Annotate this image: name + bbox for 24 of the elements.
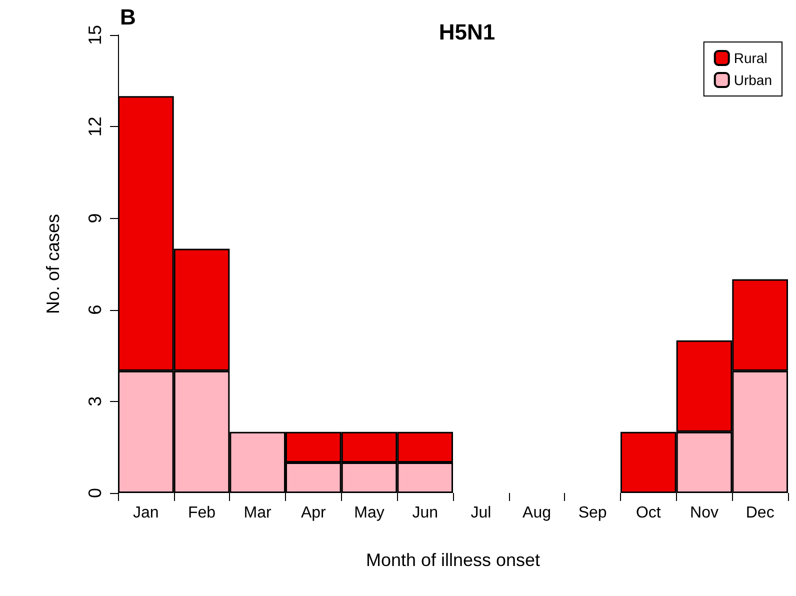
x-axis-title: Month of illness onset [366, 550, 540, 570]
chart-title: H5N1 [438, 20, 496, 44]
x-tick-label: Sep [578, 504, 607, 522]
y-tick-label: 0 [85, 488, 105, 498]
y-tick-label: 3 [85, 396, 105, 406]
x-tick-label: Apr [300, 504, 327, 522]
x-tick-label: May [354, 504, 384, 522]
legend-label: Urban [734, 72, 772, 88]
text: B [120, 4, 136, 30]
x-tick-label: Nov [690, 504, 718, 522]
y-tick-label: 12 [85, 116, 105, 137]
y-tick-label: 6 [85, 304, 105, 315]
x-tick-label: Feb [188, 504, 216, 522]
legend-label: Rural [734, 50, 768, 66]
x-tick-label: Mar [244, 504, 272, 522]
x-tick-label: Jun [412, 504, 438, 522]
x-tick-label: Dec [746, 504, 774, 522]
x-tick-label: Jul [470, 504, 492, 522]
x-tick-label: Jan [133, 504, 159, 522]
y-axis-title: No. of cases [43, 214, 63, 314]
y-tick-label: 9 [85, 213, 105, 224]
x-tick-label: Aug [522, 504, 551, 522]
y-tick-label: 15 [85, 24, 105, 46]
x-tick-label: Oct [636, 504, 662, 522]
